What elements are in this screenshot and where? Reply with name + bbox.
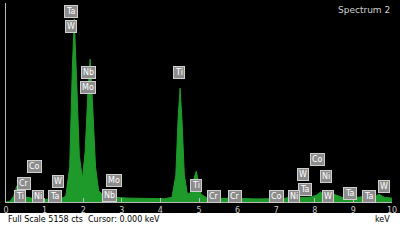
svg-text:Co: Co [312,155,323,164]
svg-text:keV: keV [375,215,390,224]
svg-text:Ta: Ta [300,185,310,194]
svg-text:Spectrum 2: Spectrum 2 [338,5,390,15]
svg-text:0: 0 [3,206,8,215]
svg-text:3: 3 [119,206,124,215]
svg-text:7: 7 [274,206,279,215]
svg-text:Co: Co [29,162,40,171]
svg-text:Nb: Nb [83,68,94,77]
svg-text:Ta: Ta [345,189,355,198]
svg-text:Ta: Ta [50,192,60,201]
svg-text:W: W [54,177,62,186]
svg-text:Mo: Mo [82,83,94,92]
svg-text:5: 5 [196,206,201,215]
svg-text:Full Scale 5158 cts Cursor: 0: Full Scale 5158 cts Cursor: 0.000 keV [8,215,160,224]
svg-text:Ni: Ni [290,192,298,201]
svg-text:Ti: Ti [192,181,200,190]
svg-text:Ti: Ti [175,68,183,77]
svg-text:W: W [324,192,332,201]
svg-text:10: 10 [387,206,397,215]
svg-text:Nb: Nb [104,191,115,200]
svg-text:W: W [299,170,307,179]
svg-text:Ta: Ta [364,192,374,201]
svg-text:1: 1 [42,206,47,215]
svg-text:Co: Co [271,192,282,201]
svg-text:Cr: Cr [209,192,219,201]
svg-text:Ni: Ni [34,192,42,201]
svg-text:6: 6 [235,206,240,215]
svg-text:9: 9 [351,206,356,215]
svg-text:Ta: Ta [66,7,76,16]
svg-text:4: 4 [158,206,163,215]
svg-text:W: W [67,22,75,31]
svg-text:Cr: Cr [19,179,29,188]
svg-text:Ni: Ni [322,172,330,181]
svg-text:Mo: Mo [108,176,120,185]
svg-text:Cr: Cr [230,192,240,201]
svg-text:Ti: Ti [16,192,24,201]
svg-text:2: 2 [81,206,86,215]
svg-text:8: 8 [312,206,317,215]
svg-text:W: W [380,182,388,191]
